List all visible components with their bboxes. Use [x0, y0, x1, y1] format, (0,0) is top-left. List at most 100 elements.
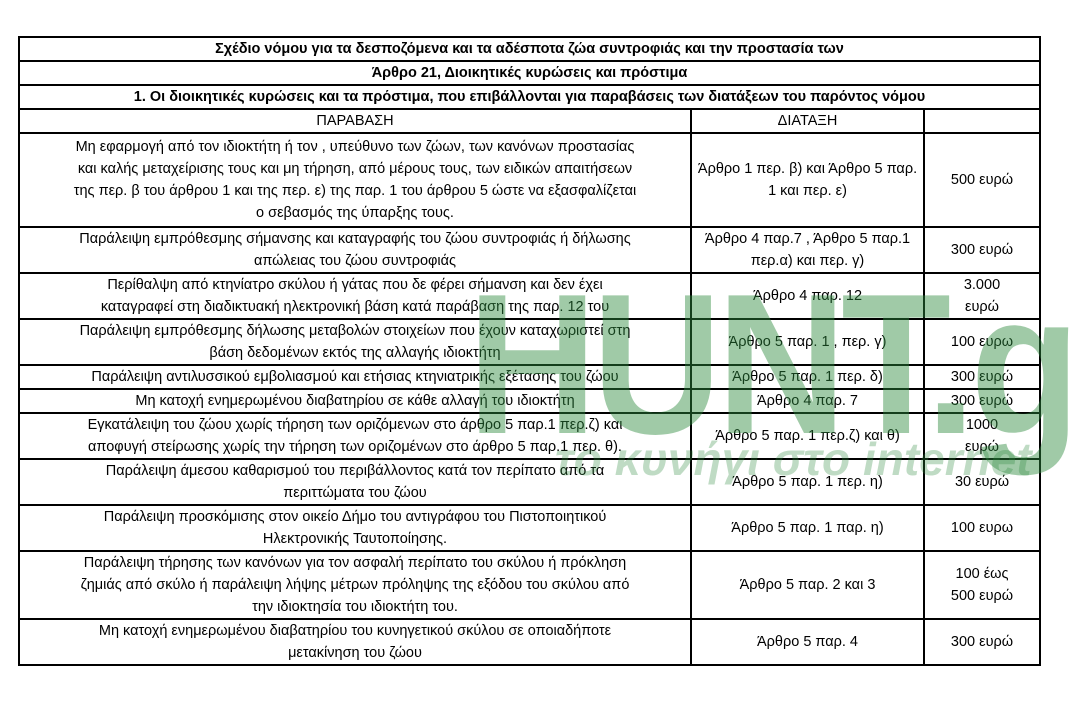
violation-cell-line: Περίθαλψη από κτηνίατρο σκύλου ή γάτας π…	[107, 277, 603, 293]
violation-cell: Παράλειψη άμεσου καθαρισμού του περιβάλλ…	[18, 458, 692, 506]
provision-cell-line: Άρθρο 5 παρ. 4	[757, 634, 858, 650]
fine-cell: 300 ευρώ	[923, 364, 1041, 390]
violation-cell: Εγκατάλειψη του ζώου χωρίς τήρηση των ορ…	[18, 412, 692, 460]
fine-cell: 100 έως 500 ευρώ	[923, 550, 1041, 620]
violation-cell-line: Παράλειψη αντιλυσσικού εμβολιασμού και ε…	[91, 369, 619, 385]
violation-cell: Παράλειψη προσκόμισης στον οικείο Δήμο τ…	[18, 504, 692, 552]
violation-cell-line: Μη εφαρμογή από τον ιδιοκτήτη ή τον , υπ…	[75, 139, 635, 155]
fine-cell: 30 ευρώ	[923, 458, 1041, 506]
table-row: Παράλειψη τήρησης των κανόνων για τον ασ…	[18, 550, 1041, 620]
document-title: Σχέδιο νόμου για τα δεσποζόμενα και τα α…	[18, 36, 1041, 62]
provision-cell-line: Άρθρο 5 παρ. 1 περ. η)	[732, 474, 883, 490]
header-provision: ΔΙΑΤΑΞΗ	[690, 108, 925, 134]
fine-cell-line: 100 έως	[955, 566, 1009, 582]
provision-cell: Άρθρο 4 παρ. 12	[690, 272, 925, 320]
fine-cell-line: 300 ευρώ	[950, 242, 1014, 258]
provision-cell-line: 1 και περ. ε)	[768, 183, 847, 199]
fine-cell-line: 300 ευρώ	[950, 369, 1014, 385]
table-row: Παράλειψη άμεσου καθαρισμού του περιβάλλ…	[18, 458, 1041, 506]
provision-cell: Άρθρο 5 παρ. 1 περ.ζ) και θ)	[690, 412, 925, 460]
fine-cell: 300 ευρώ	[923, 226, 1041, 274]
provision-cell-line: Άρθρο 5 παρ. 1 παρ. η)	[731, 520, 884, 536]
violation-cell-line: απώλειας του ζώου συντροφιάς	[253, 253, 457, 269]
fine-cell: 1000 ευρώ	[923, 412, 1041, 460]
violation-cell: Παράλειψη τήρησης των κανόνων για τον ασ…	[18, 550, 692, 620]
fine-cell-line: 500 ευρώ	[950, 172, 1014, 188]
violation-cell-line: αποφυγή στείρωσης χωρίς την τήρηση των ο…	[88, 439, 622, 455]
table-row: Παράλειψη εμπρόθεσμης δήλωσης μεταβολών …	[18, 318, 1041, 366]
fine-cell: 3.000 ευρώ	[923, 272, 1041, 320]
table-row: Εγκατάλειψη του ζώου χωρίς τήρηση των ορ…	[18, 412, 1041, 460]
table-row: Παράλειψη αντιλυσσικού εμβολιασμού και ε…	[18, 364, 1041, 390]
provision-cell: Άρθρο 5 παρ. 1 περ. η)	[690, 458, 925, 506]
header-fine	[923, 108, 1041, 134]
provision-cell-line: Άρθρο 4 παρ. 7	[757, 393, 858, 409]
violation-cell-line: Μη κατοχή ενημερωμένου διαβατηρίου του κ…	[98, 623, 612, 639]
violation-cell-line: Παράλειψη εμπρόθεσμης σήμανσης και καταγ…	[79, 231, 631, 247]
fine-cell: 100 ευρω	[923, 504, 1041, 552]
provision-cell-line: Άρθρο 5 παρ. 2 και 3	[739, 577, 876, 593]
violation-cell-line: ο σεβασμός της ύπαρξης τους.	[256, 205, 454, 221]
fine-cell-line: ευρώ	[965, 299, 999, 315]
violation-cell-line: Εγκατάλειψη του ζώου χωρίς τήρηση των ορ…	[87, 417, 623, 433]
header-violation: ΠΑΡΑΒΑΣΗ	[18, 108, 692, 134]
fine-cell-line: 300 ευρώ	[950, 634, 1014, 650]
provision-cell: Άρθρο 5 παρ. 2 και 3	[690, 550, 925, 620]
provision-cell-line: Άρθρο 4 παρ. 12	[752, 288, 863, 304]
violation-cell-line: Παράλειψη άμεσου καθαρισμού του περιβάλλ…	[105, 463, 605, 479]
violation-cell-line: και καλής μεταχείρισης τους και μη τήρησ…	[77, 161, 633, 177]
provision-cell: Άρθρο 1 περ. β) και Άρθρο 5 παρ. 1 και πε…	[690, 132, 925, 228]
violation-cell: Μη εφαρμογή από τον ιδιοκτήτη ή τον , υπ…	[18, 132, 692, 228]
violation-cell-line: Παράλειψη τήρησης των κανόνων για τον ασ…	[83, 555, 627, 571]
fine-cell-line: 100 ευρω	[950, 334, 1014, 350]
violation-cell: Παράλειψη εμπρόθεσμης σήμανσης και καταγ…	[18, 226, 692, 274]
provision-cell-line: Άρθρο 5 παρ. 1 περ.ζ) και θ)	[715, 428, 900, 444]
article-title: Άρθρο 21, Διοικητικές κυρώσεις και πρόστ…	[18, 60, 1041, 86]
violation-cell-line: της περ. β του άρθρου 1 και της περ. ε) …	[73, 183, 637, 199]
violation-cell-line: μετακίνηση του ζώου	[288, 645, 422, 661]
violation-cell-line: Ηλεκτρονικής Ταυτοποίησης.	[262, 531, 448, 547]
provision-cell-line: περ.α) και περ. γ)	[750, 253, 865, 269]
provision-cell-line: Άρθρο 1 περ. β) και Άρθρο 5 παρ.	[697, 161, 918, 177]
fine-cell-line: 300 ευρώ	[950, 393, 1014, 409]
provision-cell: Άρθρο 5 παρ. 4	[690, 618, 925, 666]
fine-cell: 100 ευρω	[923, 318, 1041, 366]
violation-cell-line: ζημιάς από σκύλο ή παράλειψη λήψης μέτρω…	[80, 577, 630, 593]
table-row: Μη κατοχή ενημερωμένου διαβατηρίου σε κά…	[18, 388, 1041, 414]
table-row: Μη εφαρμογή από τον ιδιοκτήτη ή τον , υπ…	[18, 132, 1041, 228]
provision-cell-line: Άρθρο 4 παρ.7 , Άρθρο 5 παρ.1	[704, 231, 911, 247]
table-row: Μη κατοχή ενημερωμένου διαβατηρίου του κ…	[18, 618, 1041, 666]
paragraph-title: 1. Οι διοικητικές κυρώσεις και τα πρόστι…	[18, 84, 1041, 110]
table-row: Παράλειψη προσκόμισης στον οικείο Δήμο τ…	[18, 504, 1041, 552]
violation-cell: Παράλειψη αντιλυσσικού εμβολιασμού και ε…	[18, 364, 692, 390]
violation-cell: Περίθαλψη από κτηνίατρο σκύλου ή γάτας π…	[18, 272, 692, 320]
violation-cell-line: βάση δεδομένων εκτός της αλλαγής ιδιοκτή…	[209, 345, 501, 361]
fine-cell-line: 100 ευρω	[950, 520, 1014, 536]
violation-cell-line: την ιδιοκτησία του ιδιοκτήτη του.	[252, 599, 458, 615]
table-row: Περίθαλψη από κτηνίατρο σκύλου ή γάτας π…	[18, 272, 1041, 320]
violation-cell-line: καταγραφεί στη διαδικτυακή ηλεκτρονική β…	[100, 299, 610, 315]
fine-cell-line: ευρώ	[965, 439, 999, 455]
provision-cell-line: Άρθρο 5 παρ. 1 , περ. γ)	[728, 334, 887, 350]
provision-cell: Άρθρο 5 παρ. 1 περ. δ)	[690, 364, 925, 390]
fine-cell-line: 3.000	[963, 277, 1001, 293]
provision-cell: Άρθρο 4 παρ.7 , Άρθρο 5 παρ.1 περ.α) και …	[690, 226, 925, 274]
fine-cell-line: 1000	[965, 417, 999, 433]
violation-cell-line: Παράλειψη προσκόμισης στον οικείο Δήμο τ…	[103, 509, 607, 525]
fine-cell-line: 500 ευρώ	[950, 588, 1014, 604]
violation-cell: Μη κατοχή ενημερωμένου διαβατηρίου σε κά…	[18, 388, 692, 414]
violation-cell-line: Παράλειψη εμπρόθεσμης δήλωσης μεταβολών …	[79, 323, 631, 339]
violation-cell: Παράλειψη εμπρόθεσμης δήλωσης μεταβολών …	[18, 318, 692, 366]
violation-cell-line: Μη κατοχή ενημερωμένου διαβατηρίου σε κά…	[135, 393, 575, 409]
provision-cell: Άρθρο 5 παρ. 1 , περ. γ)	[690, 318, 925, 366]
provision-cell: Άρθρο 4 παρ. 7	[690, 388, 925, 414]
fine-cell: 300 ευρώ	[923, 618, 1041, 666]
fines-table: Σχέδιο νόμου για τα δεσποζόμενα και τα α…	[18, 36, 1041, 666]
violation-cell-line: περιττώματα του ζώου	[283, 485, 427, 501]
fine-cell-line: 30 ευρώ	[954, 474, 1010, 490]
provision-cell-line: Άρθρο 5 παρ. 1 περ. δ)	[732, 369, 883, 385]
fine-cell: 500 ευρώ	[923, 132, 1041, 228]
violation-cell: Μη κατοχή ενημερωμένου διαβατηρίου του κ…	[18, 618, 692, 666]
fine-cell: 300 ευρώ	[923, 388, 1041, 414]
table-row: Παράλειψη εμπρόθεσμης σήμανσης και καταγ…	[18, 226, 1041, 274]
